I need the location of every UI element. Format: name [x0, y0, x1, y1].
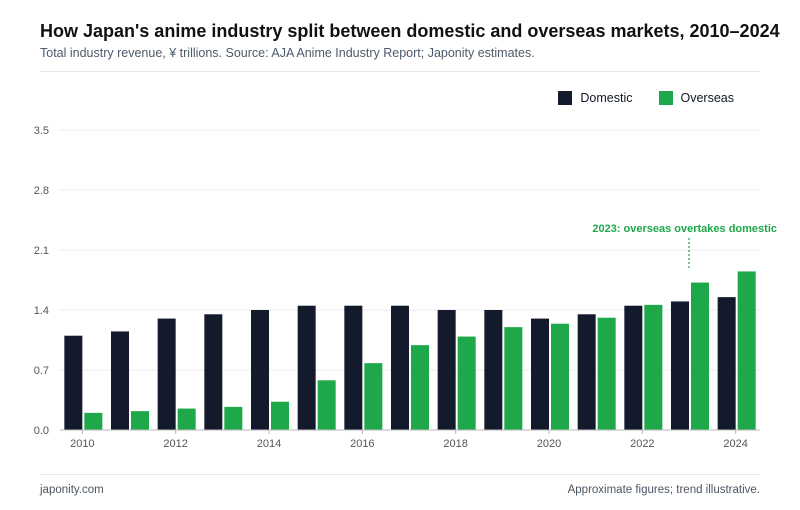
bar-overseas	[411, 345, 429, 430]
bar-domestic	[717, 297, 736, 430]
footer-divider	[40, 474, 760, 475]
bar-overseas	[504, 327, 523, 430]
legend-label-domestic: Domestic	[580, 91, 633, 105]
bar-domestic	[344, 305, 363, 430]
x-tick-label: 2012	[163, 438, 187, 450]
bar-overseas	[691, 282, 709, 430]
legend-swatch-domestic	[558, 91, 573, 105]
chart-title: How Japan's anime industry split between…	[40, 21, 780, 41]
bar-overseas	[131, 411, 149, 430]
y-tick-label: 2.8	[34, 185, 49, 197]
bar-domestic	[251, 310, 269, 430]
legend-label-overseas: Overseas	[680, 91, 735, 105]
footer-note: Approximate figures; trend illustrative.	[567, 484, 760, 496]
bar-overseas	[84, 412, 103, 430]
legend-item-overseas: Overseas	[658, 91, 735, 105]
bar-domestic	[624, 305, 643, 430]
x-tick-label: 2010	[70, 438, 94, 450]
bar-overseas	[737, 271, 756, 430]
bar-overseas	[177, 408, 196, 430]
legend-swatch-overseas	[658, 91, 673, 105]
bar-overseas	[597, 317, 616, 430]
y-tick-label: 3.5	[34, 125, 49, 137]
bar-overseas	[551, 323, 569, 430]
bar-overseas	[317, 380, 336, 430]
x-tick-label: 2024	[723, 438, 747, 450]
x-tick-label: 2014	[257, 438, 281, 450]
bar-domestic	[671, 301, 689, 430]
y-tick-label: 1.4	[34, 305, 49, 317]
bar-domestic	[577, 314, 596, 430]
bar-domestic	[391, 305, 409, 430]
x-tick-label: 2022	[630, 438, 654, 450]
legend-item-domestic: Domestic	[558, 91, 633, 105]
x-tick-label: 2016	[350, 438, 374, 450]
bar-overseas	[457, 336, 476, 430]
y-tick-label: 0.7	[34, 365, 49, 377]
annotation-label: 2023: overseas overtakes domestic	[592, 223, 777, 235]
bar-domestic	[484, 310, 503, 430]
bar-overseas	[224, 406, 243, 430]
x-tick-label: 2018	[443, 438, 467, 450]
bar-overseas	[644, 304, 663, 430]
x-tick-label: 2020	[537, 438, 561, 450]
y-tick-label: 0.0	[34, 425, 49, 437]
bar-domestic	[204, 314, 223, 430]
bar-domestic	[531, 318, 549, 430]
bar-domestic	[111, 331, 129, 430]
header-divider	[40, 71, 760, 72]
chart-subtitle: Total industry revenue, ¥ trillions. Sou…	[40, 46, 535, 60]
bar-overseas	[271, 401, 289, 430]
bar-domestic	[297, 305, 316, 430]
bar-domestic	[64, 335, 83, 430]
bar-domestic	[437, 310, 456, 430]
chart-legend: Domestic Overseas	[532, 91, 734, 105]
bar-domestic	[157, 318, 176, 430]
bar-overseas	[364, 363, 383, 430]
y-tick-label: 2.1	[34, 245, 49, 257]
footer-site: japonity.com	[40, 484, 104, 496]
